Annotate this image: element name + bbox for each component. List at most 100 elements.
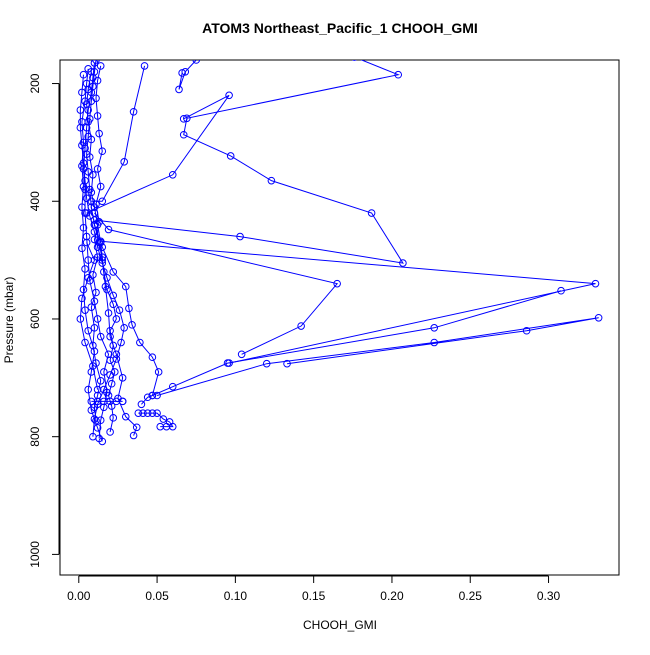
y-tick-label: 800 [28, 426, 42, 446]
data-point [168, 170, 177, 179]
data-point [591, 279, 600, 288]
profile-line [156, 317, 599, 396]
chart-title: ATOM3 Northeast_Pacific_1 CHOOH_GMI [202, 20, 478, 36]
data-point [100, 368, 108, 376]
x-axis: 0.00 0.05 0.10 0.15 0.20 0.25 0.30 [67, 575, 561, 603]
profile-line [178, 60, 197, 90]
x-tick-label: 0.30 [537, 589, 561, 603]
data-point [98, 437, 107, 446]
data-point [95, 129, 103, 138]
data-point [76, 123, 85, 132]
data-point [82, 209, 91, 217]
profile-series [137, 286, 565, 409]
data-point [103, 285, 111, 294]
profile-series [82, 67, 121, 436]
data-point [333, 279, 341, 288]
data-point [522, 326, 531, 335]
data-point [90, 203, 99, 211]
profile-series [96, 237, 600, 367]
data-point [134, 409, 143, 417]
data-point [78, 244, 86, 253]
profile-series [76, 238, 102, 394]
profile-line [86, 60, 138, 436]
data-point [137, 400, 146, 409]
profile-line [93, 224, 160, 396]
data-point [89, 170, 97, 179]
data-point [93, 385, 102, 394]
data-point [121, 282, 130, 291]
data-point [136, 338, 144, 347]
data-point [159, 415, 168, 423]
data-point [96, 332, 105, 341]
data-point [192, 60, 201, 64]
data-point [430, 324, 439, 332]
data-point [76, 106, 85, 114]
data-point [103, 273, 111, 282]
y-axis: 200 400 600 800 1000 [28, 73, 60, 568]
profile-line [100, 240, 596, 364]
data-point [79, 70, 88, 79]
data-point [82, 238, 91, 247]
data-point [120, 158, 128, 166]
data-point [148, 409, 157, 417]
x-tick-label: 0.05 [145, 589, 169, 603]
data-point [90, 216, 99, 224]
data-point [297, 322, 305, 330]
data-point [93, 165, 102, 173]
data-point [112, 315, 121, 323]
data-point [100, 403, 108, 412]
profile-line [86, 94, 230, 214]
profile-series [82, 91, 233, 217]
data-point [93, 112, 102, 120]
data-point [84, 326, 92, 335]
data-point [79, 159, 88, 167]
data-point [143, 393, 152, 402]
data-point [81, 265, 89, 273]
data-point [125, 304, 133, 313]
data-point [85, 153, 94, 161]
data-point [96, 62, 105, 70]
data-point [143, 409, 152, 417]
data-point [153, 409, 161, 417]
y-axis-label: Pressure (mbar) [2, 277, 16, 364]
data-point [399, 259, 407, 267]
data-point [107, 379, 116, 388]
profile-line [79, 74, 125, 437]
data-point [109, 414, 118, 422]
data-point [262, 359, 271, 368]
data-point [112, 355, 121, 363]
profile-line [86, 71, 117, 433]
data-point [120, 324, 128, 332]
data-point [78, 88, 86, 97]
data-point [82, 100, 91, 108]
data-point [367, 209, 376, 217]
data-point [93, 76, 102, 85]
profile-series [87, 397, 127, 406]
profile-series [134, 409, 177, 431]
data-point [90, 221, 99, 229]
y-tick-label: 1000 [28, 541, 42, 568]
data-point [179, 130, 188, 139]
data-point [78, 294, 86, 303]
data-point [79, 223, 88, 232]
data-point [81, 306, 89, 314]
data-point [82, 232, 91, 241]
profile-series [87, 62, 149, 206]
data-point [84, 385, 92, 394]
data-point [128, 321, 136, 329]
data-point [351, 60, 357, 61]
data-point [87, 135, 96, 144]
data-point [153, 391, 161, 400]
data-point [226, 152, 235, 160]
x-tick-label: 0.20 [380, 589, 404, 603]
data-point [109, 341, 118, 350]
data-point [109, 268, 118, 276]
data-point [98, 147, 107, 156]
data-point [96, 376, 105, 385]
data-point [89, 362, 97, 370]
data-point [92, 94, 100, 103]
data-point [594, 313, 603, 322]
data-point [118, 397, 127, 406]
